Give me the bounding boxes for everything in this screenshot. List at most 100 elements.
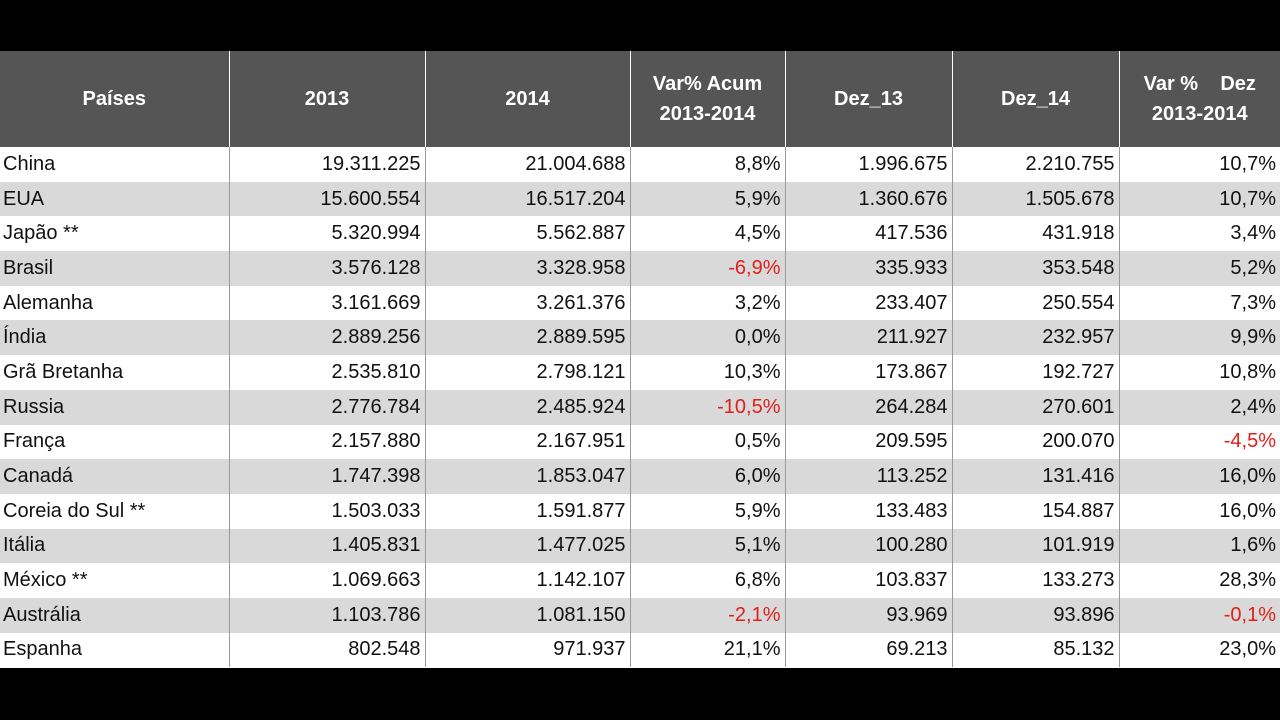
table-row: Alemanha 3.161.669 3.261.376 3,2% 233.407 250… — [0, 285, 1280, 321]
header-2014: 2014 — [425, 51, 631, 147]
cell-2014: 3.261.376 — [425, 285, 631, 321]
cell-var-acum: 8,8% — [630, 147, 786, 182]
table-row: EUA 15.600.554 16.517.204 5,9% 1.360.676 1.50… — [0, 181, 1280, 217]
table-row: Itália 1.405.831 1.477.025 5,1% 100.280 101.9… — [0, 528, 1280, 564]
cell-var-acum: 0,0% — [630, 320, 786, 356]
table-row: Índia 2.889.256 2.889.595 0,0% 211.927 232.95… — [0, 320, 1280, 356]
cell-2013: 2.535.810 — [229, 355, 426, 390]
cell-2014: 3.328.958 — [425, 251, 631, 286]
cell-2014: 2.889.595 — [425, 320, 631, 356]
cell-country: Brasil — [0, 251, 230, 286]
cell-dez13: 264.284 — [785, 389, 953, 425]
cell-2013: 802.548 — [229, 632, 426, 668]
cell-dez13: 417.536 — [785, 216, 953, 252]
cell-var-dez: 10,7% — [1119, 147, 1280, 182]
cell-var-acum: 5,9% — [630, 493, 786, 529]
cell-dez14: 232.957 — [952, 320, 1120, 356]
header-dez13: Dez_13 — [785, 51, 953, 147]
cell-country: França — [0, 424, 230, 460]
cell-var-acum: 5,1% — [630, 528, 786, 564]
table-row: Russia 2.776.784 2.485.924 -10,5% 264.284 270… — [0, 389, 1280, 425]
cell-var-acum: -2,1% — [630, 597, 786, 633]
cell-2013: 19.311.225 — [229, 147, 426, 182]
cell-2014: 2.798.121 — [425, 355, 631, 390]
cell-2014: 1.081.150 — [425, 597, 631, 633]
cell-dez13: 335.933 — [785, 251, 953, 286]
cell-dez13: 1.996.675 — [785, 147, 953, 182]
cell-dez14: 192.727 — [952, 355, 1120, 390]
cell-dez14: 85.132 — [952, 632, 1120, 668]
cell-country: Austrália — [0, 597, 230, 633]
table-row: Brasil 3.576.128 3.328.958 -6,9% 335.933 353.… — [0, 251, 1280, 286]
cell-dez14: 131.416 — [952, 459, 1120, 494]
table-row: China 19.311.225 21.004.688 8,8% 1.996.675 2.… — [0, 147, 1280, 182]
table-row: Coreia do Sul ** 1.503.033 1.591.877 5,9% 13… — [0, 493, 1280, 529]
cell-dez13: 209.595 — [785, 424, 953, 460]
cell-var-acum: 21,1% — [630, 632, 786, 668]
cell-2014: 1.477.025 — [425, 528, 631, 564]
cell-2014: 2.167.951 — [425, 424, 631, 460]
table-row: Grã Bretanha 2.535.810 2.798.121 10,3% 173.8… — [0, 355, 1280, 390]
cell-2013: 15.600.554 — [229, 181, 426, 217]
cell-dez14: 270.601 — [952, 389, 1120, 425]
cell-2014: 1.591.877 — [425, 493, 631, 529]
cell-dez13: 113.252 — [785, 459, 953, 494]
cell-country: EUA — [0, 181, 230, 217]
cell-2013: 1.103.786 — [229, 597, 426, 633]
cell-dez13: 173.867 — [785, 355, 953, 390]
cell-dez14: 1.505.678 — [952, 181, 1120, 217]
cell-2013: 1.503.033 — [229, 493, 426, 529]
cell-var-dez: 2,4% — [1119, 389, 1280, 425]
header-var-acum: Var% Acum 2013-2014 — [630, 51, 786, 147]
cell-dez14: 431.918 — [952, 216, 1120, 252]
header-paises: Países — [0, 51, 230, 147]
cell-dez13: 233.407 — [785, 285, 953, 321]
cell-var-acum: 5,9% — [630, 181, 786, 217]
cell-var-dez: 3,4% — [1119, 216, 1280, 252]
cell-var-dez: 10,8% — [1119, 355, 1280, 390]
cell-country: Itália — [0, 528, 230, 564]
cell-dez14: 93.896 — [952, 597, 1120, 633]
cell-var-acum: 4,5% — [630, 216, 786, 252]
cell-dez14: 133.273 — [952, 563, 1120, 598]
cell-2013: 2.157.880 — [229, 424, 426, 460]
cell-2013: 5.320.994 — [229, 216, 426, 252]
cell-country: Coreia do Sul ** — [0, 493, 230, 529]
header-2013: 2013 — [229, 51, 426, 147]
table-header: Países 2013 2014 Var% Acum 2013-2014 Dez… — [0, 51, 1280, 147]
cell-2013: 1.405.831 — [229, 528, 426, 564]
table-row: Austrália 1.103.786 1.081.150 -2,1% 93.969 93… — [0, 597, 1280, 633]
cell-var-dez: 9,9% — [1119, 320, 1280, 356]
cell-dez13: 69.213 — [785, 632, 953, 668]
cell-var-dez: 16,0% — [1119, 493, 1280, 529]
cell-var-acum: 3,2% — [630, 285, 786, 321]
cell-var-acum: 6,8% — [630, 563, 786, 598]
cell-country: Grã Bretanha — [0, 355, 230, 390]
cell-var-dez: 23,0% — [1119, 632, 1280, 668]
cell-2014: 5.562.887 — [425, 216, 631, 252]
cell-dez13: 211.927 — [785, 320, 953, 356]
cell-var-acum: -10,5% — [630, 389, 786, 425]
cell-2014: 16.517.204 — [425, 181, 631, 217]
table-row: Canadá 1.747.398 1.853.047 6,0% 113.252 131.4… — [0, 459, 1280, 494]
cell-2014: 971.937 — [425, 632, 631, 668]
cell-country: Canadá — [0, 459, 230, 494]
cell-dez13: 100.280 — [785, 528, 953, 564]
cell-2013: 1.747.398 — [229, 459, 426, 494]
cell-dez14: 250.554 — [952, 285, 1120, 321]
table-row: Japão ** 5.320.994 5.562.887 4,5% 417.536 431… — [0, 216, 1280, 252]
cell-2013: 2.889.256 — [229, 320, 426, 356]
cell-country: Alemanha — [0, 285, 230, 321]
table-row: México ** 1.069.663 1.142.107 6,8% 103.837 13… — [0, 563, 1280, 598]
cell-var-dez: 10,7% — [1119, 181, 1280, 217]
cell-dez13: 103.837 — [785, 563, 953, 598]
cell-var-dez: -4,5% — [1119, 424, 1280, 460]
vehicle-sales-table: Países 2013 2014 Var% Acum 2013-2014 Dez… — [0, 51, 1280, 668]
cell-var-dez: 5,2% — [1119, 251, 1280, 286]
cell-dez13: 133.483 — [785, 493, 953, 529]
header-var-acum-line1: Var% Acum — [652, 73, 763, 95]
cell-2014: 21.004.688 — [425, 147, 631, 182]
header-var-dez-line2: 2013-2014 — [1151, 103, 1248, 125]
cell-var-dez: 1,6% — [1119, 528, 1280, 564]
cell-var-acum: 10,3% — [630, 355, 786, 390]
